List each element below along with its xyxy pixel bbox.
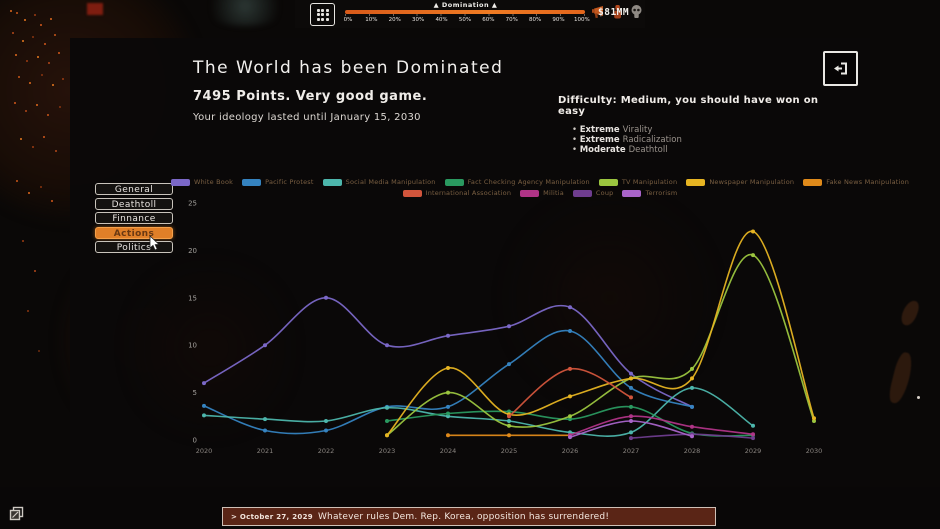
legend-label: Fact Checking Agency Manipulation xyxy=(467,178,590,186)
menu-grid-button[interactable] xyxy=(310,3,335,26)
ideology-line: Your ideology lasted until January 15, 2… xyxy=(193,112,421,123)
domination-progress-bar xyxy=(345,10,585,14)
legend-item[interactable]: Social Media Manipulation xyxy=(322,178,436,186)
difficulty-item: Extreme Radicalization xyxy=(572,135,838,145)
legend-label: Militia xyxy=(543,189,564,197)
panel-map-ghost-africa xyxy=(500,188,720,408)
domination-percent-label: 100% xyxy=(574,17,590,23)
category-button-finnance[interactable]: Finnance xyxy=(95,212,173,224)
legend-row-1: White Book Pacific Protest Social Media Ma… xyxy=(170,178,909,186)
legend-row-2: International Association Militia Coup Terr… xyxy=(190,189,890,197)
domination-percent-labels: 0% 10% 20% 30% 40% 50% 60% 70% 80% 90% 100% xyxy=(338,17,592,23)
map-city-lights xyxy=(10,10,12,12)
legend-item[interactable]: Pacific Protest xyxy=(242,178,314,186)
difficulty-list: Extreme ViralityExtreme RadicalizationMo… xyxy=(572,125,838,155)
resource-icons xyxy=(591,4,643,20)
money-display: $81MM xyxy=(598,7,630,18)
layers-icon xyxy=(9,506,23,521)
domination-percent-label: 40% xyxy=(435,17,448,23)
panel-map-ghost-samerica xyxy=(130,248,290,448)
chart-legend: White Book Pacific Protest Social Media Ma… xyxy=(170,178,909,200)
results-panel: The World has been Dominated 7495 Points… xyxy=(70,38,909,486)
domination-percent-label: 70% xyxy=(505,17,518,23)
difficulty-header: Difficulty: Medium, you should have won … xyxy=(558,95,819,117)
legend-label: Newspaper Manipulation xyxy=(709,178,795,186)
domination-topbar: ▲ Domination ▲ 0% 10% 20% 30% 40% 50% 60% 70% 80… xyxy=(295,0,645,28)
legend-swatch xyxy=(242,178,262,186)
legend-item[interactable]: Coup xyxy=(572,189,614,197)
legend-label: White Book xyxy=(193,178,234,186)
domination-percent-label: 50% xyxy=(458,17,472,23)
legend-label: Terrorism xyxy=(645,189,678,197)
legend-item[interactable]: TV Manipulation xyxy=(598,178,678,186)
legend-label: Coup xyxy=(595,189,614,197)
legend-swatch xyxy=(598,178,618,186)
map-dominated-region xyxy=(87,3,103,15)
legend-item[interactable]: Newspaper Manipulation xyxy=(686,178,794,186)
fist-icon xyxy=(614,5,621,19)
category-buttons: General Deathtoll Finnance Actions Politics xyxy=(95,183,173,253)
category-button-deathtoll[interactable]: Deathtoll xyxy=(95,197,173,210)
page-title: The World has been Dominated xyxy=(193,58,504,78)
domination-percent-label: 80% xyxy=(529,17,542,23)
legend-swatch xyxy=(444,178,464,186)
legend-swatch xyxy=(402,189,422,197)
legend-swatch xyxy=(520,189,540,197)
domination-percent-label: 60% xyxy=(482,17,495,23)
legend-label: Fake News Manipulation xyxy=(826,178,910,186)
exit-icon xyxy=(834,62,847,75)
category-button-actions[interactable]: Actions xyxy=(95,226,173,239)
legend-swatch xyxy=(686,178,706,186)
legend-swatch xyxy=(170,178,190,186)
difficulty-item: Moderate Deathtoll xyxy=(572,145,838,155)
legend-label: Pacific Protest xyxy=(265,178,314,186)
legend-label: TV Manipulation xyxy=(621,178,678,186)
domination-percent-label: 10% xyxy=(365,17,378,23)
legend-item[interactable]: Fake News Manipulation xyxy=(803,178,909,186)
megaphone-icon xyxy=(592,6,603,19)
legend-item[interactable]: Fact Checking Agency Manipulation xyxy=(444,178,590,186)
legend-swatch xyxy=(572,189,592,197)
legend-swatch xyxy=(803,178,823,186)
exit-button[interactable] xyxy=(823,51,858,86)
legend-swatch xyxy=(322,178,342,186)
legend-item[interactable]: White Book xyxy=(170,178,234,186)
domination-percent-label: 20% xyxy=(388,17,401,23)
news-date: > October 27, 2029 xyxy=(231,512,313,521)
map-new-zealand-south xyxy=(886,350,916,406)
category-button-general[interactable]: General xyxy=(95,183,173,195)
domination-tick-marks xyxy=(345,14,585,16)
domination-percent-label: 90% xyxy=(552,17,565,23)
legend-item[interactable]: Militia xyxy=(520,189,564,197)
map-greenland xyxy=(200,0,290,26)
mouse-cursor xyxy=(149,235,160,251)
map-new-zealand-north xyxy=(898,298,922,328)
legend-label: Social Media Manipulation xyxy=(345,178,436,186)
legend-item[interactable]: International Association xyxy=(402,189,512,197)
grid-icon xyxy=(316,8,329,21)
news-message: Whatever rules Dem. Rep. Korea, oppositi… xyxy=(317,511,610,522)
legend-label: International Association xyxy=(425,189,512,197)
score-line: 7495 Points. Very good game. xyxy=(193,89,428,104)
domination-title: ▲ Domination ▲ xyxy=(433,1,498,9)
skull-icon xyxy=(631,5,642,18)
layers-button[interactable] xyxy=(7,505,25,522)
legend-item[interactable]: Terrorism xyxy=(622,189,677,197)
map-marker-dot xyxy=(917,396,920,399)
legend-swatch xyxy=(622,189,642,197)
domination-percent-label: 0% xyxy=(343,17,353,23)
difficulty-item: Extreme Virality xyxy=(572,125,838,135)
domination-percent-label: 30% xyxy=(412,17,425,23)
news-ticker[interactable]: > October 27, 2029 Whatever rules Dem. R… xyxy=(222,507,716,526)
difficulty-summary: Difficulty: Medium, you should have won … xyxy=(558,95,838,155)
